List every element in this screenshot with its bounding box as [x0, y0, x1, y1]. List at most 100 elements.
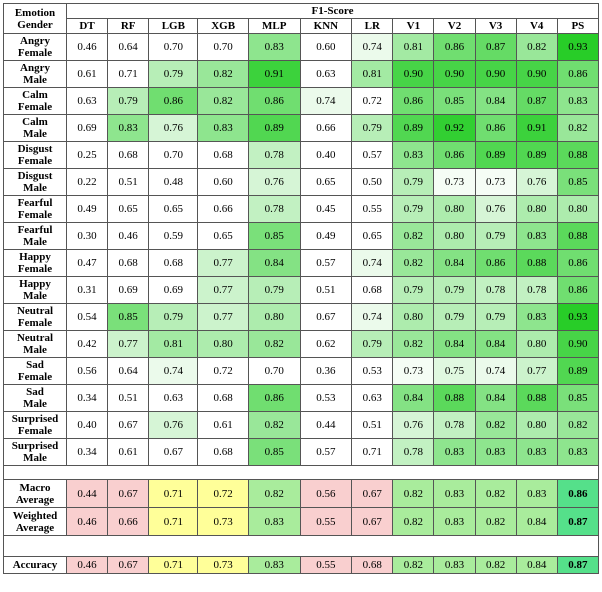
value-cell: 0.68 [197, 384, 249, 412]
value-cell: 0.79 [474, 222, 517, 250]
value-cell: 0.80 [515, 330, 558, 358]
value-cell: 0.83 [247, 507, 301, 536]
value-cell: 0.90 [515, 60, 558, 88]
value-cell: 0.79 [107, 87, 150, 115]
value-cell: 0.83 [107, 114, 150, 142]
row-label: Angry Female [3, 33, 67, 61]
value-cell: 0.86 [474, 249, 517, 277]
value-cell: 0.46 [65, 556, 109, 574]
value-cell: 0.80 [515, 411, 558, 439]
value-cell: 0.78 [247, 141, 301, 169]
value-cell: 0.65 [148, 195, 199, 223]
label-line: Happy [19, 251, 51, 263]
row-label: Angry Male [3, 60, 67, 88]
value-cell: 0.86 [247, 87, 301, 115]
value-cell: 0.49 [299, 222, 353, 250]
row-label: Surprised Female [3, 411, 67, 439]
value-cell: 0.71 [148, 479, 199, 508]
value-cell: 0.56 [299, 479, 353, 508]
value-cell: 0.79 [392, 195, 435, 223]
value-cell: 0.88 [515, 384, 558, 412]
value-cell: 0.79 [392, 276, 435, 304]
value-cell: 0.83 [392, 141, 435, 169]
value-cell: 0.83 [433, 556, 476, 574]
value-cell: 0.89 [247, 114, 301, 142]
value-cell: 0.82 [392, 507, 435, 536]
value-cell: 0.60 [197, 168, 249, 196]
value-cell: 0.82 [392, 222, 435, 250]
value-cell: 0.80 [197, 330, 249, 358]
value-cell: 0.78 [515, 276, 558, 304]
value-cell: 0.77 [197, 249, 249, 277]
table-row: Happy Male 0.31 0.69 0.69 0.77 0.79 0.51 0.68 0.7… [3, 276, 600, 304]
value-cell: 0.81 [392, 33, 435, 61]
value-cell: 0.48 [148, 168, 199, 196]
value-cell: 0.67 [148, 438, 199, 466]
value-cell: 0.76 [474, 195, 517, 223]
value-cell: 0.60 [299, 33, 353, 61]
value-cell: 0.44 [299, 411, 353, 439]
value-cell: 0.85 [556, 168, 600, 196]
value-cell: 0.67 [107, 479, 150, 508]
table-row: Fearful Female 0.49 0.65 0.65 0.66 0.78 0.45 0.5… [3, 195, 600, 223]
table-row: Calm Female 0.63 0.79 0.86 0.82 0.86 0.74 0.72 0.… [3, 87, 600, 115]
column-header: KNN [299, 18, 353, 34]
group-header: F1-Score [66, 3, 599, 19]
label-line: Neutral [16, 332, 54, 344]
value-cell: 0.72 [351, 87, 394, 115]
label-line: Angry [20, 35, 50, 47]
value-cell: 0.64 [107, 33, 150, 61]
value-cell: 0.66 [107, 507, 150, 536]
value-cell: 0.85 [433, 87, 476, 115]
value-cell: 0.86 [474, 114, 517, 142]
value-cell: 0.65 [351, 222, 394, 250]
value-cell: 0.85 [556, 384, 600, 412]
value-cell: 0.34 [65, 438, 109, 466]
table-row: Sad Male 0.34 0.51 0.63 0.68 0.86 0.53 0.63 0.84 0… [3, 384, 600, 412]
label-line: Weighted [12, 509, 58, 522]
value-cell: 0.57 [299, 249, 353, 277]
value-cell: 0.81 [351, 60, 394, 88]
value-cell: 0.88 [433, 384, 476, 412]
row-label: Sad Female [3, 357, 67, 385]
label-line: Female [17, 101, 53, 113]
value-cell: 0.80 [515, 195, 558, 223]
label-line: Disgust [17, 170, 53, 182]
row-label: Disgust Male [3, 168, 67, 196]
value-cell: 0.80 [556, 195, 600, 223]
value-cell: 0.88 [556, 141, 600, 169]
value-cell: 0.65 [197, 222, 249, 250]
label-line: Female [17, 263, 53, 275]
value-cell: 0.79 [392, 168, 435, 196]
value-cell: 0.84 [247, 249, 301, 277]
value-cell: 0.77 [197, 303, 249, 331]
value-cell: 0.76 [148, 114, 199, 142]
value-cell: 0.80 [247, 303, 301, 331]
value-cell: 0.90 [433, 60, 476, 88]
value-cell: 0.68 [107, 249, 150, 277]
label-line: Male [23, 290, 47, 302]
value-cell: 0.83 [556, 438, 600, 466]
header-row: Emotion Gender F1-Score [3, 3, 599, 34]
row-label: Weighted Average [3, 507, 67, 536]
value-cell: 0.84 [474, 330, 517, 358]
value-cell: 0.86 [556, 249, 600, 277]
value-cell: 0.80 [392, 303, 435, 331]
label-line: Sad [26, 386, 44, 398]
value-cell: 0.75 [433, 357, 476, 385]
value-cell: 0.57 [299, 438, 353, 466]
label-line: Male [23, 128, 47, 140]
value-cell: 0.74 [351, 249, 394, 277]
column-header: V4 [515, 18, 558, 34]
value-cell: 0.79 [351, 330, 394, 358]
column-header: PS [556, 18, 600, 34]
value-cell: 0.86 [247, 384, 301, 412]
label-line: Male [23, 182, 47, 194]
table-row: Calm Male 0.69 0.83 0.76 0.83 0.89 0.66 0.79 0.89… [3, 114, 600, 142]
value-cell: 0.74 [474, 357, 517, 385]
label-line: Male [23, 398, 47, 410]
value-cell: 0.83 [515, 303, 558, 331]
value-cell: 0.55 [299, 556, 353, 574]
row-label: Sad Male [3, 384, 67, 412]
value-cell: 0.74 [351, 33, 394, 61]
